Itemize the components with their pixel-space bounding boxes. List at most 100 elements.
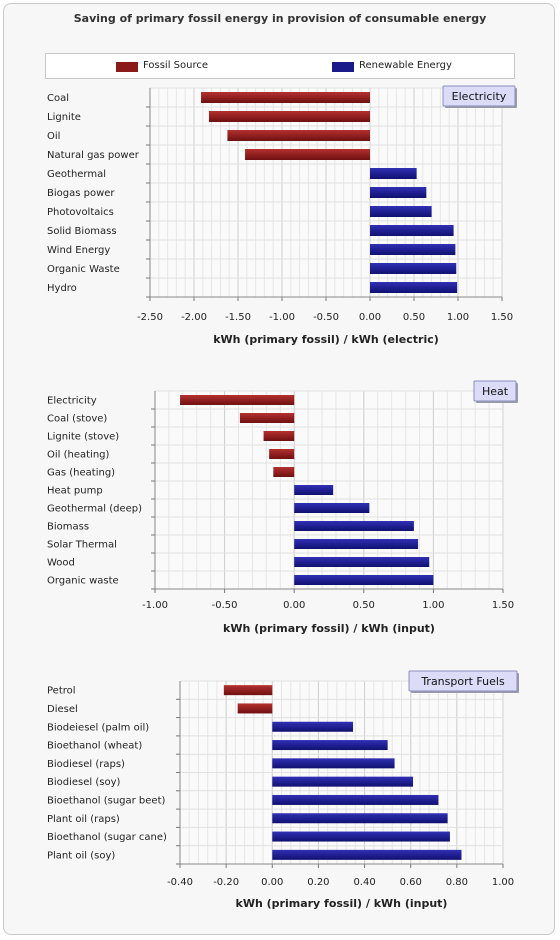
legend-swatch-renewable: [332, 62, 354, 72]
bar-renewable: [294, 503, 370, 513]
bar-renewable: [370, 187, 427, 198]
bar-renewable: [272, 849, 462, 860]
category-label: Biomass: [47, 522, 89, 533]
bar-renewable: [272, 831, 450, 842]
category-label: Oil (heating): [47, 450, 110, 461]
category-label: Organic waste: [47, 576, 119, 587]
category-label: Coal (stove): [47, 414, 107, 425]
category-label: Biogas power: [47, 188, 115, 199]
legend-label-fossil: Fossil Source: [143, 60, 209, 71]
x-tick-label: 1.50: [491, 312, 513, 323]
x-tick-label: 1.00: [447, 312, 469, 323]
category-label: Heat pump: [47, 486, 103, 497]
panel-badge-label: Transport Fuels: [420, 675, 505, 688]
x-tick-label: 1.00: [422, 600, 444, 611]
bar-fossil: [237, 703, 273, 714]
bar-renewable: [272, 721, 354, 732]
category-label: Lignite: [47, 112, 81, 123]
legend-label-renewable: Renewable Energy: [359, 60, 452, 71]
bar-renewable: [272, 776, 414, 787]
x-axis-label: kWh (primary fossil) / kWh (input): [223, 622, 435, 635]
bar-renewable: [294, 539, 419, 549]
category-label: Oil: [47, 131, 60, 142]
category-label: Coal: [47, 93, 69, 104]
x-tick-label: -0.20: [213, 877, 239, 888]
category-label: Geothermal: [47, 169, 106, 180]
bar-renewable: [370, 282, 458, 293]
bar-renewable: [370, 263, 457, 274]
category-label: Gas (heating): [47, 468, 115, 479]
x-tick-label: 0.40: [353, 877, 375, 888]
x-tick-label: -0.50: [212, 600, 238, 611]
bar-fossil: [180, 395, 295, 405]
category-label: Natural gas power: [47, 150, 140, 161]
x-tick-label: 0.50: [353, 600, 375, 611]
category-label: Biodiesel (raps): [47, 759, 125, 770]
category-label: Biodiesel (soy): [47, 777, 121, 788]
bar-renewable: [370, 168, 417, 179]
category-label: Diesel: [47, 704, 78, 715]
x-tick-label: -2.00: [181, 312, 207, 323]
x-tick-label: -1.00: [269, 312, 295, 323]
bar-renewable: [294, 521, 414, 531]
bar-fossil: [263, 431, 295, 441]
category-label: Wood: [47, 558, 75, 569]
category-label: Bioethanol (sugar cane): [47, 832, 167, 843]
category-label: Photovoltaics: [47, 207, 114, 218]
category-label: Petrol: [47, 686, 76, 697]
x-tick-label: 0.20: [307, 877, 329, 888]
x-axis-label: kWh (primary fossil) / kWh (input): [236, 897, 448, 910]
panel-badge: [442, 85, 516, 107]
x-axis-label: kWh (primary fossil) / kWh (electric): [213, 333, 439, 346]
panel-badge-label: Heat: [482, 385, 509, 398]
x-tick-label: 0.50: [403, 312, 425, 323]
bar-renewable: [370, 206, 432, 217]
bar-fossil: [239, 413, 295, 423]
category-label: Geothermal (deep): [47, 504, 142, 515]
bar-renewable: [272, 794, 439, 805]
category-label: Wind Energy: [47, 245, 110, 256]
x-tick-label: 0.00: [359, 312, 381, 323]
category-label: Lignite (stove): [47, 432, 119, 443]
x-tick-label: 1.00: [492, 877, 514, 888]
panel-badge-label: Electricity: [452, 90, 507, 103]
bar-fossil: [208, 111, 370, 122]
legend: Fossil Source Renewable Energy: [45, 53, 515, 79]
bar-renewable: [272, 758, 395, 769]
bar-fossil: [223, 685, 273, 696]
category-label: Solar Thermal: [47, 540, 117, 551]
category-label: Bioethanol (sugar beet): [47, 795, 165, 806]
category-label: Organic Waste: [47, 264, 120, 275]
bar-renewable: [294, 557, 430, 567]
bar-fossil: [245, 149, 370, 160]
category-label: Plant oil (raps): [47, 814, 120, 825]
category-label: Plant oil (soy): [47, 850, 115, 861]
x-tick-label: -1.50: [225, 312, 251, 323]
x-tick-label: -2.50: [137, 312, 163, 323]
bar-renewable: [294, 575, 434, 585]
x-tick-label: -1.00: [142, 600, 168, 611]
page-title: Saving of primary fossil energy in provi…: [73, 12, 487, 25]
x-tick-label: 0.00: [283, 600, 305, 611]
panel-badge: [408, 670, 518, 692]
x-tick-label: 1.50: [492, 600, 514, 611]
category-label: Solid Biomass: [47, 226, 117, 237]
category-label: Electricity: [47, 396, 97, 407]
x-tick-label: 0.80: [446, 877, 468, 888]
x-tick-label: 0.60: [400, 877, 422, 888]
category-label: Hydro: [47, 283, 77, 294]
bar-renewable: [294, 485, 334, 495]
bar-renewable: [370, 225, 454, 236]
panel-badge: [473, 380, 517, 402]
bar-renewable: [272, 813, 448, 824]
x-tick-label: 0.00: [261, 877, 283, 888]
category-label: Bioethanol (wheat): [47, 741, 142, 752]
legend-swatch-fossil: [116, 62, 138, 72]
bar-fossil: [227, 130, 370, 141]
bar-fossil: [201, 92, 370, 103]
bar-renewable: [370, 244, 456, 255]
bar-renewable: [272, 740, 388, 751]
